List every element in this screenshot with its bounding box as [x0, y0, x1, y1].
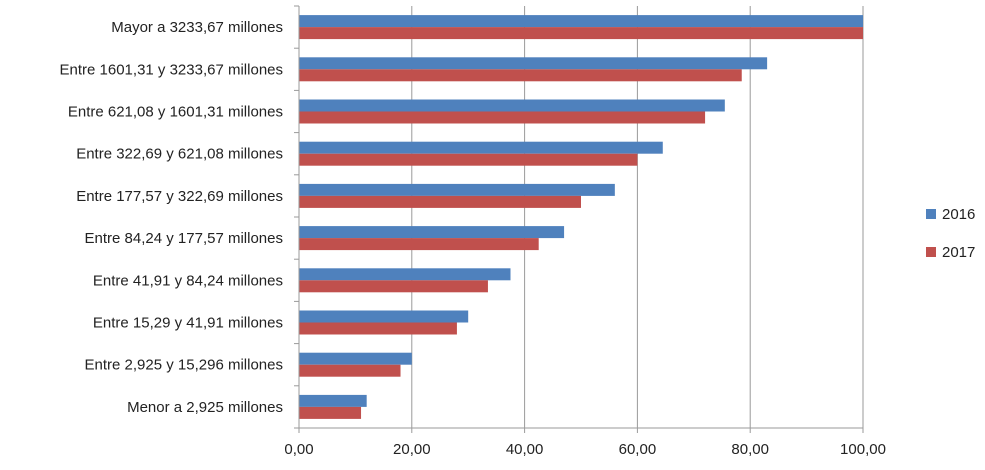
- category-labels: Mayor a 3233,67 millones Entre 1601,31 y …: [60, 19, 283, 416]
- bar-2017-0: [299, 27, 863, 40]
- bar-2016-7: [299, 310, 469, 323]
- bar-2016-2: [299, 99, 725, 112]
- legend-label-2016: 2016: [942, 205, 976, 223]
- legend-swatch-2017: [926, 247, 936, 257]
- category-label-5: Entre 84,24 y 177,57 millones: [85, 230, 283, 247]
- bar-2016-5: [299, 226, 565, 239]
- category-label-0: Mayor a 3233,67 millones: [111, 19, 283, 36]
- legend-item-2016: 2016: [926, 204, 975, 224]
- bar-2016-3: [299, 141, 663, 154]
- legend-item-2017: 2017: [926, 242, 975, 262]
- bar-2017-5: [299, 238, 539, 251]
- x-tick-label-0: 0,00: [284, 441, 313, 458]
- x-tick-label-4: 80,00: [731, 441, 769, 458]
- category-label-9: Menor a 2,925 millones: [127, 399, 283, 416]
- x-tick-label-3: 60,00: [619, 441, 657, 458]
- legend-swatch-2016: [926, 209, 936, 219]
- bar-2017-4: [299, 195, 581, 208]
- bar-2017-7: [299, 322, 457, 335]
- category-label-2: Entre 621,08 y 1601,31 millones: [68, 104, 283, 121]
- category-label-7: Entre 15,29 y 41,91 millones: [93, 315, 283, 332]
- bar-2017-1: [299, 69, 742, 82]
- bar-2017-2: [299, 111, 706, 124]
- legend-label-2017: 2017: [942, 243, 976, 261]
- x-tick-labels: 0,00 20,00 40,00 60,00 80,00 100,00: [284, 441, 886, 458]
- bar-2016-4: [299, 183, 615, 196]
- bar-2016-6: [299, 268, 511, 281]
- axes: [294, 5, 864, 433]
- bar-2017-6: [299, 280, 488, 293]
- bar-2017-3: [299, 153, 638, 166]
- x-tick-label-2: 40,00: [506, 441, 544, 458]
- category-label-4: Entre 177,57 y 322,69 millones: [76, 188, 283, 205]
- legend: 2016 2017: [926, 204, 975, 280]
- x-tick-label-5: 100,00: [840, 441, 886, 458]
- bar-2016-8: [299, 352, 412, 365]
- category-label-1: Entre 1601,31 y 3233,67 millones: [60, 61, 283, 78]
- category-label-6: Entre 41,91 y 84,24 millones: [93, 272, 283, 289]
- bars: [299, 15, 863, 419]
- bar-2016-0: [299, 15, 863, 28]
- x-tick-label-1: 20,00: [393, 441, 431, 458]
- category-label-8: Entre 2,925 y 15,296 millones: [85, 357, 283, 374]
- bar-2016-1: [299, 57, 768, 70]
- bar-2016-9: [299, 394, 367, 407]
- category-label-3: Entre 322,69 y 621,08 millones: [76, 146, 283, 163]
- bar-2017-9: [299, 406, 362, 419]
- bar-2017-8: [299, 364, 401, 377]
